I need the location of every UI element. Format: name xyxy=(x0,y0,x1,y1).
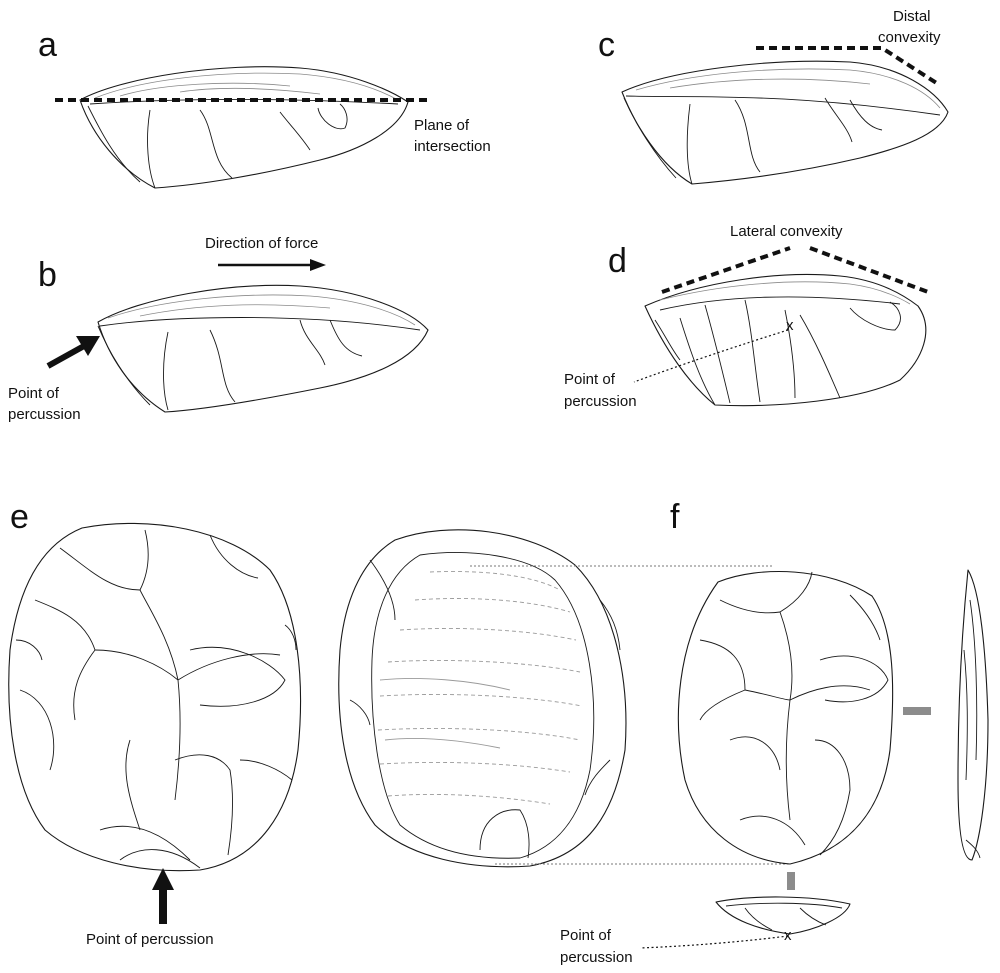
panel-letter-e: e xyxy=(10,498,29,536)
panel-b: b Direction of force Point of percussion xyxy=(8,235,429,423)
core-with-removed-flake xyxy=(338,529,627,868)
panel-f: f x Point of xyxy=(560,498,989,966)
panel-letter-a: a xyxy=(38,26,57,64)
distal-label-line-2: convexity xyxy=(878,29,941,46)
percussion-marker-f: x xyxy=(784,927,792,944)
panel-letter-d: d xyxy=(608,242,627,280)
point-label-f-line-2: percussion xyxy=(560,949,633,966)
core-side-view-c xyxy=(621,60,949,185)
distal-label-line-1: Distal xyxy=(893,8,931,25)
point-label-d-line-2: percussion xyxy=(564,393,637,410)
section-mark-horizontal xyxy=(903,707,931,715)
distal-convexity-line xyxy=(756,46,940,86)
core-side-view-a xyxy=(79,66,409,189)
panel-a: a Plane of intersection xyxy=(38,26,491,189)
panel-letter-c: c xyxy=(598,26,615,64)
percussion-leader-f xyxy=(639,935,789,949)
point-label-b-line-1: Point of xyxy=(8,385,60,402)
point-label-e: Point of percussion xyxy=(86,931,214,948)
panel-d: d Lateral convexity x Point of percussio… xyxy=(564,223,929,410)
percussion-marker-d: x xyxy=(786,317,794,334)
lateral-convexity-right xyxy=(809,246,929,294)
plane-label-line-1: Plane of xyxy=(414,117,470,134)
core-front-view-d xyxy=(644,273,927,407)
flake-dorsal-view-f xyxy=(677,570,894,865)
force-label: Direction of force xyxy=(205,235,318,252)
plane-label-line-2: intersection xyxy=(414,138,491,155)
point-label-d-line-1: Point of xyxy=(564,371,616,388)
panel-e: e Point of percussion xyxy=(8,498,302,948)
percussion-arrow-e xyxy=(152,868,174,924)
point-label-f-line-1: Point of xyxy=(560,927,612,944)
lateral-convexity-left xyxy=(661,246,791,294)
flake-profile-view-f xyxy=(957,569,989,861)
point-label-b-line-2: percussion xyxy=(8,406,81,423)
panel-letter-b: b xyxy=(38,256,57,294)
section-mark-vertical xyxy=(787,872,795,890)
force-arrow xyxy=(218,259,326,271)
flake-section-view-f xyxy=(715,896,851,935)
core-plan-view-e xyxy=(8,522,302,872)
core-side-view-b xyxy=(97,284,429,413)
panel-letter-f: f xyxy=(670,498,680,536)
percussion-arrow-b xyxy=(46,336,100,369)
percussion-leader-d xyxy=(633,329,789,383)
lateral-label: Lateral convexity xyxy=(730,223,843,240)
panel-c: c Distal convexity xyxy=(598,8,949,185)
